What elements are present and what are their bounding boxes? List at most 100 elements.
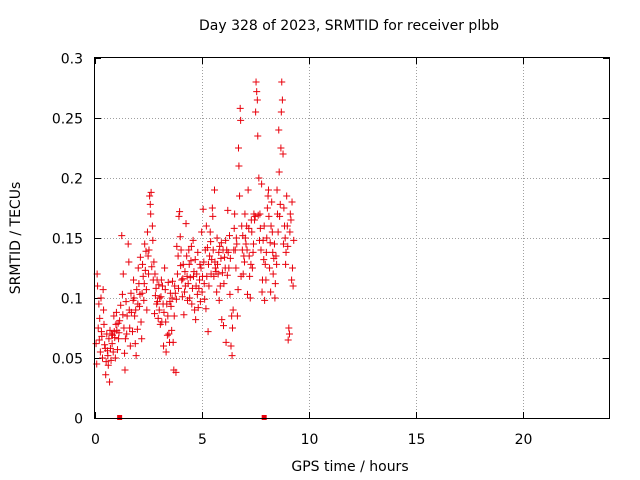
data-point (259, 236, 267, 244)
data-point (233, 312, 241, 320)
data-point (262, 248, 270, 256)
data-point (145, 246, 153, 254)
data-point (266, 264, 274, 272)
data-point (116, 317, 124, 325)
data-point (178, 293, 186, 301)
data-point (231, 210, 239, 218)
data-point (95, 336, 103, 344)
x-tick-label: 15 (408, 432, 426, 448)
data-point (253, 96, 261, 104)
data-point (128, 328, 136, 336)
data-point (102, 371, 110, 379)
data-point (205, 260, 213, 268)
data-point (234, 144, 242, 152)
data-point (125, 258, 133, 266)
data-point (216, 282, 224, 290)
data-point (131, 312, 139, 320)
data-point (196, 260, 204, 268)
data-point (166, 298, 174, 306)
data-point (121, 349, 129, 357)
data-point (248, 228, 256, 236)
data-point (151, 310, 159, 318)
data-point (247, 260, 255, 268)
data-point (137, 318, 145, 326)
data-point (152, 284, 160, 292)
data-point (222, 236, 230, 244)
data-point (172, 295, 180, 303)
data-point (289, 282, 297, 290)
data-point (160, 308, 168, 316)
data-point (256, 224, 264, 232)
data-point (118, 232, 126, 240)
data-point (130, 276, 138, 284)
data-point (232, 234, 240, 242)
data-point (290, 236, 298, 244)
data-point (180, 311, 188, 319)
data-point (179, 260, 187, 268)
data-point (245, 252, 253, 260)
data-point (186, 294, 194, 302)
data-point (199, 205, 207, 213)
data-point (283, 192, 291, 200)
data-point (173, 242, 181, 250)
data-point (186, 274, 194, 282)
data-point (262, 276, 270, 284)
data-point (143, 228, 151, 236)
data-point (276, 200, 284, 208)
data-point (94, 282, 102, 290)
data-point (241, 234, 249, 242)
data-point (269, 248, 277, 256)
data-point (228, 352, 236, 360)
data-point (121, 366, 129, 374)
data-point (105, 335, 113, 343)
data-point (147, 188, 155, 196)
chart-title: Day 328 of 2023, SRMTID for receiver plb… (199, 18, 499, 34)
data-point (214, 260, 222, 268)
data-points (92, 78, 298, 386)
data-point (285, 330, 293, 338)
data-point (132, 306, 140, 314)
data-point (231, 246, 239, 254)
data-point (198, 288, 206, 296)
data-point (193, 290, 201, 298)
data-point (196, 276, 204, 284)
data-point (171, 289, 179, 297)
data-point (182, 220, 190, 228)
y-tick-label: 0.05 (52, 352, 83, 368)
data-point (104, 352, 112, 360)
data-point (264, 186, 272, 194)
data-point (133, 286, 141, 294)
data-point (172, 368, 180, 376)
data-point (155, 306, 163, 314)
data-point (130, 294, 138, 302)
data-point (141, 240, 149, 248)
data-point (276, 212, 284, 220)
data-point (267, 222, 275, 230)
data-point (218, 269, 226, 277)
data-point (99, 286, 107, 294)
data-point (216, 242, 224, 250)
y-tick-label: 0.15 (52, 232, 83, 248)
data-point (246, 272, 254, 280)
data-point (106, 378, 114, 386)
data-point (221, 253, 229, 261)
data-point (119, 311, 127, 319)
data-point (271, 294, 279, 302)
data-point (157, 293, 165, 301)
data-point (258, 180, 266, 188)
data-point (279, 240, 287, 248)
data-point (269, 270, 277, 278)
data-point (224, 206, 232, 214)
data-point (236, 104, 244, 112)
data-point (146, 192, 154, 200)
data-point (147, 210, 155, 218)
data-point (97, 294, 105, 302)
data-point (115, 335, 123, 343)
data-point (187, 242, 195, 250)
data-point (118, 290, 126, 298)
data-point (148, 263, 156, 271)
data-point (239, 270, 247, 278)
data-point (285, 324, 293, 332)
data-point (123, 330, 131, 338)
data-point (210, 272, 218, 280)
